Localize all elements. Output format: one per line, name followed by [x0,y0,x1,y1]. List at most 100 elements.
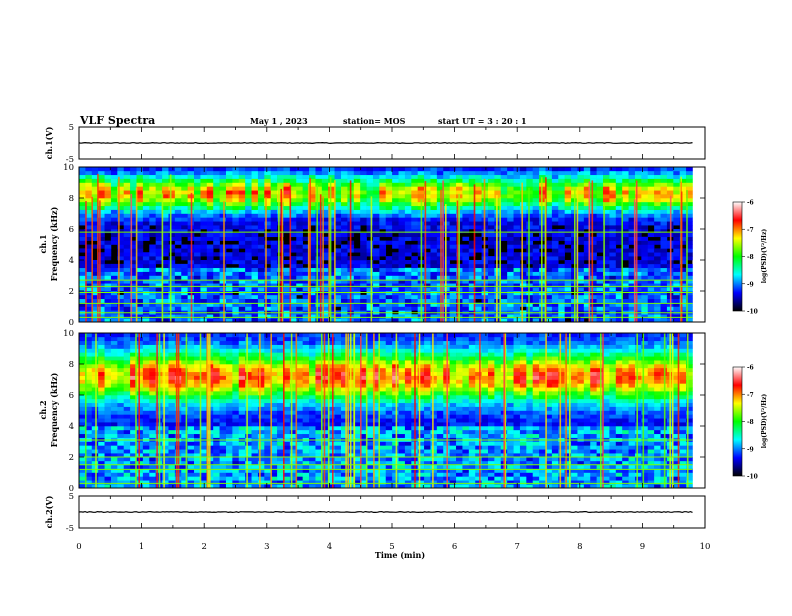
ch2-spectrogram-cell [117,341,124,345]
ch1-spectrogram-cell [456,186,463,190]
ch1-spectrogram-cell [475,202,482,206]
ch1-spectrogram-cell [213,260,220,264]
ch1-spectrogram-cell [79,198,86,202]
ch2-spectrogram-cell [232,473,239,477]
ch1-spectrogram-cell [609,179,616,183]
ch1-spectrogram-cell [590,206,597,210]
ch2-spectrogram-cell [143,418,150,422]
ch1-spectrogram-cell [168,264,175,268]
ch1-spectrogram-cell [111,241,118,245]
ch1-spectrogram-cell [648,245,655,249]
ch1-spectrogram-cell [232,276,239,280]
ch1-spectrogram-cell [558,221,565,225]
ch1-spectrogram-cell [149,198,156,202]
ch2-spectrogram-cell [98,376,105,380]
ch1-spectrogram-cell [111,287,118,291]
ch1-spectrogram-cell [392,237,399,241]
ch1-spectrogram-cell [156,245,163,249]
ch2-spectrogram-cell [226,430,233,434]
ch1-spectrogram-cell [399,295,406,299]
ch1-spectrogram-cell [379,260,386,264]
ch1-spectrogram-cell [354,202,361,206]
ch1-spectrogram-cell [411,210,418,214]
ch2-spectrogram-cell [98,411,105,415]
ch1-spectrogram-cell [641,190,648,194]
ch2-spectrogram-cell [92,434,99,438]
ch1-spectrogram-cell [475,198,482,202]
ch2-spectrogram-cell [252,395,259,399]
ch1-spectrogram-cell [411,186,418,190]
ch1-spectrogram-cell [654,287,661,291]
ch1-spectrogram-cell [194,264,201,268]
ch2-spectrogram-cell [149,368,156,372]
ch1-spectrogram-cell [450,256,457,260]
ch1-spectrogram-cell [488,237,495,241]
ch1-spectrogram-cell [354,260,361,264]
ch2-spectrogram-cell [162,383,169,387]
ch2-spectrogram-cell [124,368,131,372]
ch1-spectrogram-cell [661,245,668,249]
ch1-spectrogram-cell [673,210,680,214]
ch2-spectrogram-cell [213,337,220,341]
ch1-spectrogram-cell [456,175,463,179]
ch1-spectrogram-cell [226,206,233,210]
ch1-spectrogram-cell [296,245,303,249]
ch1-spectrogram-cell [373,217,380,221]
ch2-spectrogram-cell [226,341,233,345]
ch1-spectrogram-cell [98,175,105,179]
ch1-spectrogram-cell [303,167,310,171]
ch1-spectrogram-cell [85,175,92,179]
ch1-spectrogram-cell [654,307,661,311]
ch1-spectrogram-cell [379,287,386,291]
ch1-spectrogram-cell [450,295,457,299]
ch1-spectrogram-cell [226,179,233,183]
ch1-spectrogram-cell [680,171,687,175]
ch2-spectrogram-cell [220,407,227,411]
ch1-spectrogram-cell [271,245,278,249]
ch1-spectrogram-cell [622,233,629,237]
ch1-spectrogram-cell [175,264,182,268]
ch1-spectrogram-cell [405,206,412,210]
ch1-spectrogram-cell [213,276,220,280]
ch2-spectrogram-cell [258,387,265,391]
ch2-spectrogram-cell [232,383,239,387]
ch2-spectrogram-cell [213,403,220,407]
ch2-spectrogram-cell [252,407,259,411]
ch2-spectrogram-cell [245,418,252,422]
ch1-spectrogram-cell [661,194,668,198]
ch2-spectrogram-cell [111,430,118,434]
ch2-spectrogram-cell [92,368,99,372]
ch1-spectrogram-cell [220,256,227,260]
ch1-spectrogram-cell [137,221,144,225]
ch2-spectrogram-cell [143,465,150,469]
ch2-spectrogram-cell [98,407,105,411]
ch1-spectrogram-cell [245,210,252,214]
ch1-spectrogram-cell [245,248,252,252]
ch1-spectrogram-sferic [350,180,352,322]
ch1-spectrogram-cell [207,307,214,311]
ch2-spectrogram-cell [213,422,220,426]
ch1-spectrogram-cell [430,241,437,245]
ch1-spectrogram-cell [597,287,604,291]
ch1-spectrogram-cell [252,287,259,291]
ch2-spectrogram-cell [239,372,246,376]
ch1-spectrogram-cell [475,217,482,221]
ch2-spectrogram-cell [220,391,227,395]
ch1-spectrogram-cell [661,214,668,218]
ch1-spectrogram-cell [622,241,629,245]
ch1-spectrogram-cell [520,210,527,214]
ch1-spectrogram-cell [367,217,374,221]
ch1-spectrogram-cell [220,217,227,221]
ch2-spectrogram-cell [143,337,150,341]
ch1-spectrogram-cell [245,264,252,268]
ch1-spectrogram-cell [629,171,636,175]
ch1-spectrogram-sferic [681,192,683,323]
ch1-spectrogram-cell [124,221,131,225]
ch1-spectrogram-cell [386,198,393,202]
ch1-spectrogram-cell [360,198,367,202]
ch2-spectrogram-cell [239,376,246,380]
ch1-spectrogram-cell [111,221,118,225]
ch2-spectrogram-cell [117,411,124,415]
ch1-spectrogram-cell [520,221,527,225]
ch1-spectrogram-cell [194,194,201,198]
